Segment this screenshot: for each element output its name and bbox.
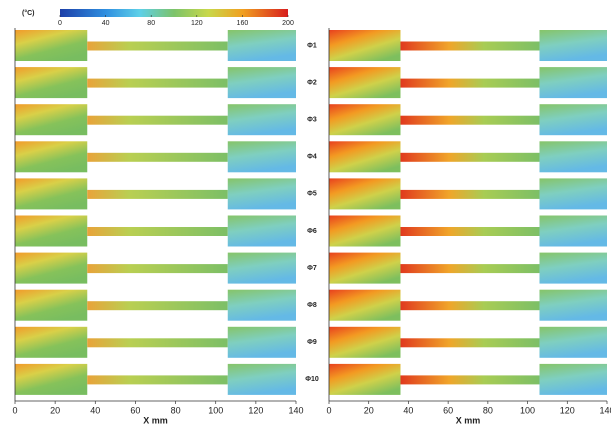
row-label: Φ8 xyxy=(307,302,317,309)
outlet-field xyxy=(539,252,607,284)
inlet-field xyxy=(329,178,401,210)
outlet-field xyxy=(539,141,607,173)
outlet-field xyxy=(227,30,296,61)
channel-field xyxy=(400,41,540,51)
x-tick-label: 80 xyxy=(171,405,181,415)
channel-field xyxy=(87,227,228,236)
inlet-field xyxy=(15,326,88,358)
x-tick-label: 100 xyxy=(520,405,535,415)
outlet-field xyxy=(227,178,296,210)
channel-field xyxy=(400,115,540,125)
channel-field xyxy=(400,227,540,236)
x-tick-label: 40 xyxy=(90,405,100,415)
inlet-field xyxy=(15,178,88,210)
x-tick-label: 40 xyxy=(403,405,413,415)
outlet-field xyxy=(539,215,607,247)
inlet-field xyxy=(15,141,88,173)
outlet-field xyxy=(539,289,607,321)
channel-field xyxy=(87,41,228,51)
colorbar-tick-label: 120 xyxy=(191,20,203,27)
outlet-field xyxy=(227,363,296,395)
unit-label: (°C) xyxy=(22,9,35,17)
inlet-field xyxy=(15,104,88,136)
colorbar-tick-label: 80 xyxy=(147,20,155,27)
x-axis-label: X mm xyxy=(456,415,481,425)
x-tick-label: 80 xyxy=(483,405,493,415)
channel-field xyxy=(400,152,540,162)
row-label: Φ6 xyxy=(307,228,317,235)
x-tick-label: 60 xyxy=(130,405,140,415)
outlet-field xyxy=(539,178,607,210)
channel-field xyxy=(87,78,228,88)
row-label: Φ3 xyxy=(307,117,317,124)
outlet-field xyxy=(227,289,296,321)
outlet-field xyxy=(539,67,607,99)
outlet-field xyxy=(227,252,296,284)
row-label: Φ9 xyxy=(307,339,317,346)
channel-field xyxy=(400,375,540,385)
channel-field xyxy=(87,375,228,385)
inlet-field xyxy=(329,252,401,284)
channel-field xyxy=(87,189,228,199)
outlet-field xyxy=(227,141,296,173)
inlet-field xyxy=(15,67,88,99)
x-tick-label: 20 xyxy=(50,405,60,415)
inlet-field xyxy=(329,104,401,136)
inlet-field xyxy=(15,289,88,321)
inlet-field xyxy=(15,30,88,61)
channel-field xyxy=(400,301,540,311)
x-tick-label: 100 xyxy=(208,405,223,415)
x-axis-label: X mm xyxy=(143,415,168,425)
row-label: Φ1 xyxy=(307,42,317,49)
channel-field xyxy=(400,264,540,274)
colorbar-tick-label: 40 xyxy=(102,20,110,27)
inlet-field xyxy=(329,141,401,173)
x-tick-label: 0 xyxy=(326,405,331,415)
row-label: Φ4 xyxy=(307,154,317,161)
colorbar-tick-label: 0 xyxy=(58,20,62,27)
x-tick-label: 120 xyxy=(248,405,263,415)
x-tick-label: 140 xyxy=(288,405,303,415)
inlet-field xyxy=(15,215,88,247)
outlet-field xyxy=(227,67,296,99)
channel-field xyxy=(87,264,228,274)
inlet-field xyxy=(15,363,88,395)
inlet-field xyxy=(329,326,401,358)
outlet-field xyxy=(227,104,296,136)
row-label: Φ7 xyxy=(307,265,317,272)
inlet-field xyxy=(329,363,401,395)
row-label: Φ2 xyxy=(307,79,317,86)
inlet-field xyxy=(329,289,401,321)
outlet-field xyxy=(227,215,296,247)
inlet-field xyxy=(329,67,401,99)
x-tick-label: 60 xyxy=(443,405,453,415)
inlet-field xyxy=(329,215,401,247)
row-label: Φ5 xyxy=(307,191,317,198)
outlet-field xyxy=(539,104,607,136)
row-label: Φ10 xyxy=(305,376,319,383)
colorbar xyxy=(60,9,288,17)
x-tick-label: 20 xyxy=(364,405,374,415)
outlet-field xyxy=(539,363,607,395)
channel-field xyxy=(400,78,540,88)
channel-field xyxy=(400,338,540,348)
x-tick-label: 0 xyxy=(12,405,17,415)
channel-field xyxy=(400,189,540,199)
inlet-field xyxy=(329,30,401,61)
channel-field xyxy=(87,338,228,348)
outlet-field xyxy=(227,326,296,358)
channel-field xyxy=(87,152,228,162)
channel-field xyxy=(87,115,228,125)
x-tick-label: 140 xyxy=(599,405,611,415)
outlet-field xyxy=(539,326,607,358)
colorbar-tick-label: 160 xyxy=(237,20,249,27)
inlet-field xyxy=(15,252,88,284)
colorbar-tick-label: 200 xyxy=(282,20,294,27)
x-tick-label: 120 xyxy=(560,405,575,415)
outlet-field xyxy=(539,30,607,61)
channel-field xyxy=(87,301,228,311)
